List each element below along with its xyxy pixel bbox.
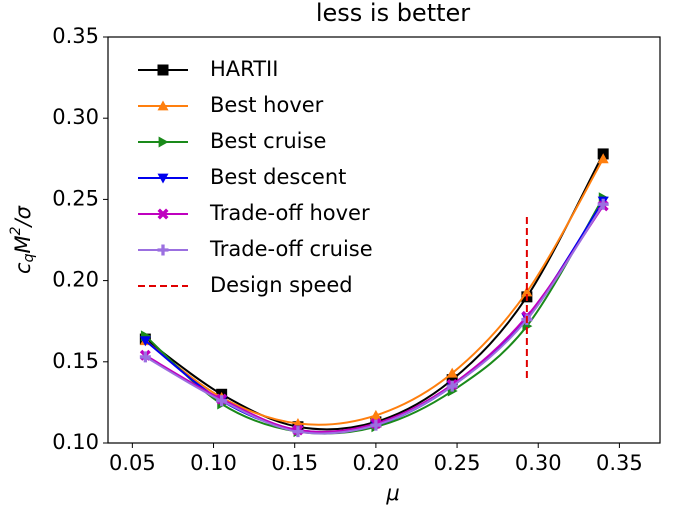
plot-frame	[107, 36, 661, 444]
y-label-part: M	[11, 235, 35, 253]
legend-marker	[157, 64, 169, 76]
legend-label: Best cruise	[210, 129, 326, 153]
point-marker	[370, 409, 382, 420]
y-tick-label: 0.30	[52, 105, 99, 129]
legend-marker	[157, 100, 169, 111]
x-tick-label: 0.05	[109, 451, 156, 475]
point-marker	[370, 419, 382, 431]
x-tick-label: 0.25	[434, 451, 481, 475]
point-marker	[446, 380, 458, 392]
series-line	[144, 197, 605, 435]
y-label-part: c	[11, 262, 35, 274]
point-marker	[446, 367, 458, 378]
y-label-part: 2	[8, 226, 24, 235]
legend-marker	[158, 136, 169, 148]
x-tick-label: 0.10	[190, 451, 237, 475]
point-marker	[521, 286, 533, 297]
legend-marker	[157, 173, 169, 184]
x-tick-label: 0.35	[596, 451, 643, 475]
y-tick-label: 0.10	[52, 430, 99, 454]
legend-label: Design speed	[210, 273, 353, 297]
y-tick-label: 0.35	[52, 24, 99, 48]
y-label-part: q	[21, 253, 37, 262]
x-tick-label: 0.20	[352, 451, 399, 475]
legend-label: Best descent	[210, 165, 346, 189]
legend-label: Trade-off hover	[209, 201, 370, 225]
point-marker	[597, 153, 609, 164]
x-tick-label: 0.30	[515, 451, 562, 475]
chart-title: less is better	[316, 0, 470, 27]
x-tick-label: 0.15	[271, 451, 318, 475]
legend-marker	[157, 244, 169, 256]
legend-label: HARTII	[210, 57, 278, 81]
y-label-part: /σ	[11, 205, 35, 228]
legend-marker	[157, 208, 169, 220]
y-axis-label: cqM2/σ	[8, 205, 37, 274]
legend-label: Trade-off cruise	[209, 237, 373, 261]
point-marker	[139, 351, 151, 363]
y-tick-label: 0.20	[52, 268, 99, 292]
point-marker	[139, 336, 151, 347]
point-marker	[597, 198, 609, 210]
y-tick-label: 0.25	[52, 186, 99, 210]
y-tick-label: 0.15	[52, 349, 99, 373]
point-marker	[216, 395, 228, 407]
point-marker	[292, 426, 304, 438]
legend-label: Best hover	[210, 93, 324, 117]
x-axis-label: μ	[385, 481, 399, 505]
